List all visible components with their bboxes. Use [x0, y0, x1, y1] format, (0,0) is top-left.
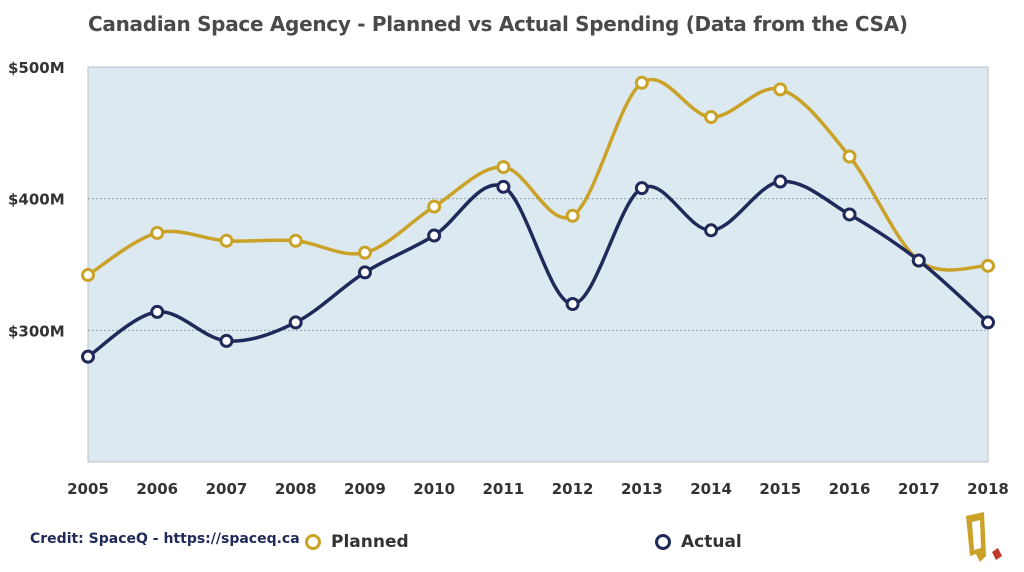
data-point-actual-2008	[288, 315, 303, 330]
data-point-planned-2018	[981, 258, 995, 273]
data-point-planned-2005	[81, 268, 95, 283]
legend-label-planned: Planned	[331, 532, 409, 552]
legend-marker-actual	[655, 534, 671, 550]
data-point-actual-2014	[704, 223, 719, 238]
legend-item-actual: Actual	[655, 532, 742, 552]
data-point-planned-2007	[219, 233, 234, 248]
x-tick-label-2012: 2012	[552, 480, 594, 498]
legend-item-planned: Planned	[305, 532, 409, 552]
data-point-actual-2011	[496, 179, 511, 194]
series-line-actual	[87, 179, 990, 359]
data-point-actual-2017	[911, 253, 926, 268]
y-tick-label-400: $400M	[8, 191, 65, 209]
data-point-actual-2018	[981, 315, 995, 330]
x-tick-label-2008: 2008	[275, 480, 317, 498]
data-point-actual-2012	[565, 297, 580, 311]
data-point-actual-2007	[219, 333, 234, 348]
data-point-actual-2013	[634, 181, 649, 196]
legend-marker-planned	[305, 534, 321, 550]
x-tick-label-2009: 2009	[344, 480, 386, 498]
x-tick-label-2014: 2014	[690, 480, 732, 498]
y-tick-label-500: $500M	[8, 59, 65, 77]
data-point-planned-2012	[565, 208, 580, 223]
data-point-planned-2008	[288, 233, 303, 248]
x-tick-label-2015: 2015	[759, 480, 801, 498]
data-point-actual-2009	[357, 265, 372, 280]
data-point-planned-2013	[634, 75, 649, 90]
x-tick-label-2006: 2006	[136, 480, 178, 498]
data-point-planned-2006	[150, 225, 165, 240]
data-point-planned-2009	[357, 245, 372, 260]
x-tick-label-2017: 2017	[898, 480, 940, 498]
x-tick-label-2007: 2007	[206, 480, 248, 498]
data-point-actual-2006	[150, 304, 165, 319]
x-tick-label-2016: 2016	[829, 480, 871, 498]
data-point-planned-2016	[842, 149, 857, 164]
x-tick-label-2005: 2005	[67, 480, 109, 498]
x-tick-label-2011: 2011	[483, 480, 525, 498]
data-point-actual-2010	[427, 228, 442, 243]
data-point-actual-2015	[773, 174, 788, 189]
x-tick-label-2018: 2018	[967, 480, 1009, 498]
data-point-planned-2011	[496, 160, 511, 175]
chart-title: Canadian Space Agency - Planned vs Actua…	[88, 12, 908, 36]
legend-label-actual: Actual	[681, 532, 742, 552]
plot-area	[87, 66, 989, 463]
y-tick-label-300: $300M	[8, 322, 65, 340]
data-point-actual-2005	[81, 349, 95, 364]
spaceq-logo	[966, 512, 1002, 562]
credit-text: Credit: SpaceQ - https://spaceq.ca	[30, 531, 300, 547]
x-tick-label-2010: 2010	[413, 480, 455, 498]
data-point-planned-2010	[427, 199, 442, 214]
data-point-planned-2014	[704, 110, 719, 125]
data-point-actual-2016	[842, 207, 857, 222]
data-point-planned-2015	[773, 82, 788, 97]
x-tick-label-2013: 2013	[621, 480, 663, 498]
